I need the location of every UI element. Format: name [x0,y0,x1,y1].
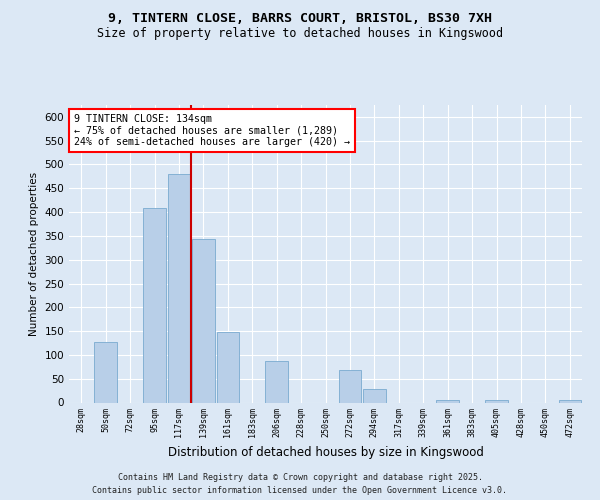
Bar [338,370,361,402]
Bar [217,332,239,402]
Y-axis label: Number of detached properties: Number of detached properties [29,172,39,336]
Bar [143,208,166,402]
Bar [363,389,386,402]
Text: Size of property relative to detached houses in Kingswood: Size of property relative to detached ho… [97,28,503,40]
Bar [94,342,117,402]
Text: 9, TINTERN CLOSE, BARRS COURT, BRISTOL, BS30 7XH: 9, TINTERN CLOSE, BARRS COURT, BRISTOL, … [108,12,492,26]
Bar [167,174,190,402]
Text: Contains HM Land Registry data © Crown copyright and database right 2025.: Contains HM Land Registry data © Crown c… [118,472,482,482]
Text: Contains public sector information licensed under the Open Government Licence v3: Contains public sector information licen… [92,486,508,495]
Bar [265,360,288,403]
Bar [436,400,459,402]
Text: 9 TINTERN CLOSE: 134sqm
← 75% of detached houses are smaller (1,289)
24% of semi: 9 TINTERN CLOSE: 134sqm ← 75% of detache… [74,114,350,147]
Bar [485,400,508,402]
Bar [559,400,581,402]
Bar [192,239,215,402]
X-axis label: Distribution of detached houses by size in Kingswood: Distribution of detached houses by size … [167,446,484,458]
